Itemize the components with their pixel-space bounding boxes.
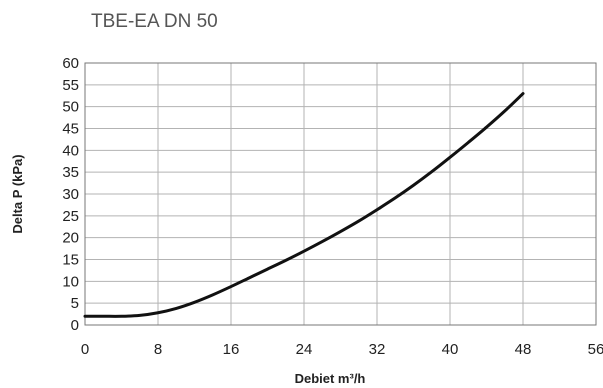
x-axis-label: Debiet m³/h: [295, 371, 366, 386]
x-tick-label: 16: [223, 341, 240, 358]
x-tick-label: 0: [81, 341, 89, 358]
x-tick-label: 24: [296, 341, 313, 358]
y-tick-label: 10: [62, 273, 79, 290]
x-tick-label: 32: [369, 341, 386, 358]
y-tick-label: 45: [62, 121, 79, 138]
y-tick-label: 50: [62, 99, 79, 116]
y-tick-labels: 0 5 10 15 20 25 30 35 40 45 50 55 60: [62, 55, 79, 334]
y-tick-label: 35: [62, 164, 79, 181]
y-tick-label: 0: [71, 317, 79, 334]
y-tick-label: 20: [62, 230, 79, 247]
y-tick-label: 60: [62, 55, 79, 72]
plot-frame: [84, 62, 597, 326]
y-tick-label: 55: [62, 77, 79, 94]
y-tick-label: 40: [62, 142, 79, 159]
x-tick-label: 8: [154, 341, 162, 358]
y-tick-label: 30: [62, 186, 79, 203]
chart-title: TBE-EA DN 50: [91, 11, 218, 32]
x-tick-label: 56: [588, 341, 603, 358]
x-tick-label: 48: [515, 341, 532, 358]
x-tick-label: 40: [442, 341, 459, 358]
y-tick-label: 15: [62, 252, 79, 269]
y-axis-label: Delta P (kPa): [10, 154, 25, 233]
x-tick-labels: 0 8 16 24 32 40 48 56: [81, 341, 603, 358]
y-tick-label: 25: [62, 208, 79, 225]
y-tick-label: 5: [71, 295, 79, 312]
series-line: [83, 92, 525, 318]
grid: [84, 62, 597, 326]
